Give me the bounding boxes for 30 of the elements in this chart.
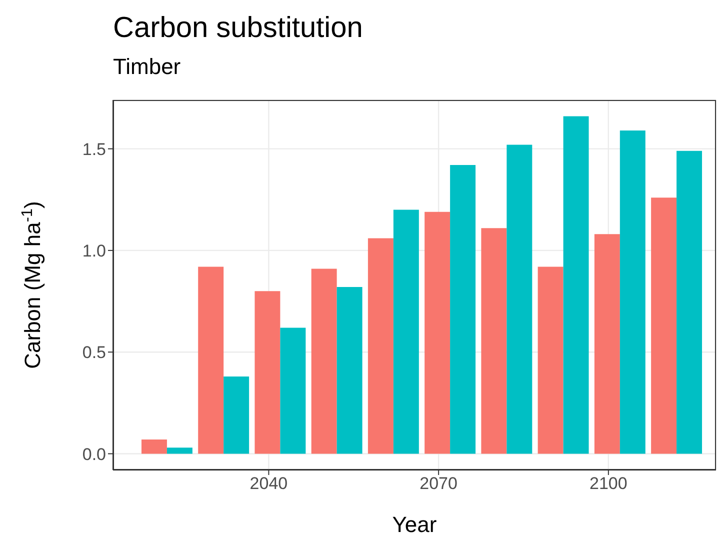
bar: [594, 234, 620, 454]
bar: [506, 144, 532, 454]
bar: [393, 210, 419, 454]
chart-subtitle: Timber: [113, 54, 181, 80]
bar: [224, 376, 250, 454]
bar: [676, 150, 702, 454]
bar: [280, 328, 306, 454]
bar: [141, 440, 167, 454]
bar: [424, 212, 450, 454]
bar: [166, 448, 192, 454]
bar: [198, 266, 224, 454]
bar: [336, 287, 362, 454]
y-tick-label: 1.5: [82, 140, 106, 159]
x-axis-title: Year: [392, 512, 437, 537]
bar: [368, 238, 394, 454]
x-tick-label: 2070: [420, 474, 458, 494]
bar: [651, 198, 677, 454]
bar: [311, 268, 337, 454]
y-tick-label: 0.5: [82, 343, 106, 362]
chart-title: Carbon substitution: [113, 12, 363, 45]
bar: [620, 130, 646, 454]
bar: [254, 291, 280, 454]
bar: [481, 228, 507, 454]
x-tick-label: 2100: [590, 474, 628, 494]
x-tick-label: 2040: [250, 474, 288, 494]
bar: [538, 266, 564, 454]
bar: [450, 165, 476, 454]
y-tick-label: 0.0: [82, 444, 106, 464]
bar: [563, 116, 589, 454]
y-tick-label: 1.0: [82, 241, 106, 260]
